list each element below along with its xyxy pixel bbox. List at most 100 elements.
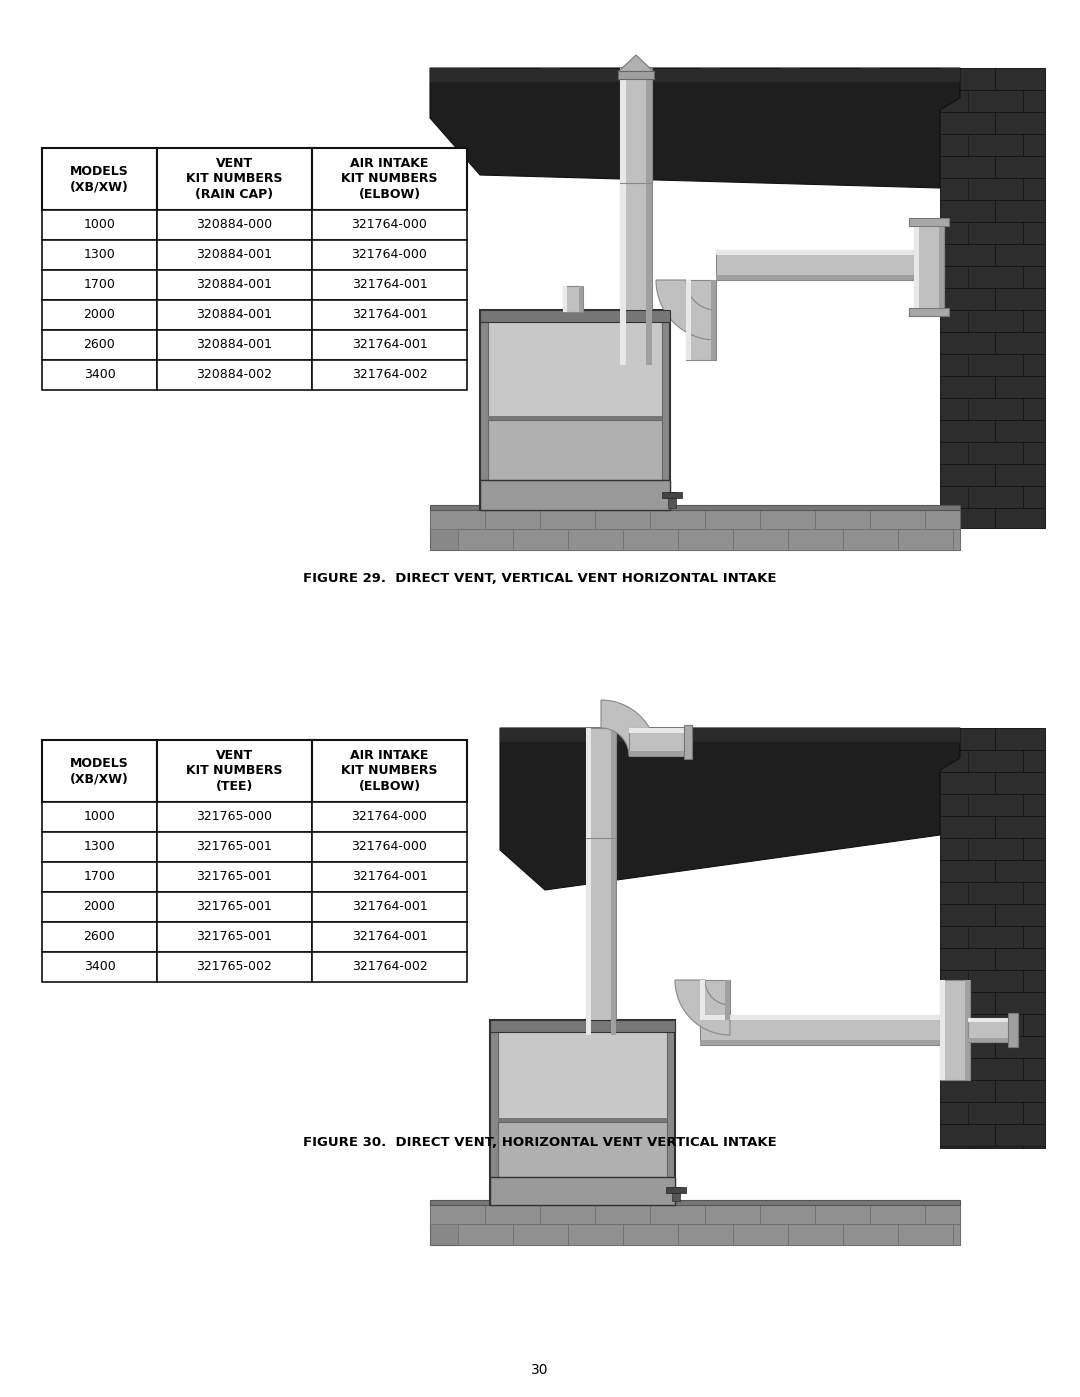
Bar: [968, 265, 1023, 288]
Bar: [725, 981, 730, 1020]
Bar: [716, 250, 944, 279]
Bar: [563, 286, 567, 312]
Text: 320884-001: 320884-001: [197, 249, 272, 261]
Bar: [312, 802, 467, 833]
Bar: [1023, 793, 1045, 816]
Text: 1000: 1000: [83, 810, 116, 823]
Polygon shape: [656, 279, 716, 339]
Bar: [995, 728, 1045, 750]
Bar: [1023, 750, 1045, 773]
Bar: [563, 286, 583, 312]
Bar: [157, 148, 312, 210]
Bar: [953, 529, 960, 550]
Bar: [1023, 441, 1045, 464]
Text: 320884-001: 320884-001: [197, 309, 272, 321]
Bar: [430, 504, 960, 510]
Bar: [968, 1014, 1023, 1037]
Text: 1700: 1700: [83, 870, 116, 883]
Text: 321764-001: 321764-001: [352, 338, 428, 352]
Bar: [705, 1203, 760, 1224]
Text: MODELS
(XB/XW): MODELS (XB/XW): [70, 757, 129, 785]
Bar: [940, 509, 995, 528]
Bar: [669, 492, 676, 509]
Bar: [968, 970, 1023, 992]
Bar: [968, 1146, 1023, 1148]
Bar: [485, 1203, 540, 1224]
Bar: [760, 509, 815, 529]
Bar: [940, 861, 995, 882]
Bar: [629, 728, 684, 733]
Bar: [995, 288, 1045, 310]
Bar: [940, 68, 1045, 528]
Text: AIR INTAKE
KIT NUMBERS
(ELBOW): AIR INTAKE KIT NUMBERS (ELBOW): [341, 749, 437, 793]
Bar: [458, 529, 513, 550]
Bar: [430, 509, 485, 529]
Bar: [485, 509, 540, 529]
Text: 321764-001: 321764-001: [352, 901, 428, 914]
Bar: [540, 1203, 595, 1224]
Text: AIR INTAKE
KIT NUMBERS
(ELBOW): AIR INTAKE KIT NUMBERS (ELBOW): [341, 156, 437, 201]
Bar: [995, 861, 1045, 882]
Bar: [940, 882, 995, 904]
Bar: [995, 200, 1045, 222]
Bar: [760, 1203, 815, 1224]
Bar: [995, 156, 1045, 177]
Text: 321764-001: 321764-001: [352, 870, 428, 883]
Text: 1300: 1300: [83, 841, 116, 854]
Bar: [968, 1058, 1023, 1080]
Bar: [940, 441, 995, 464]
Bar: [312, 862, 467, 893]
Bar: [540, 509, 595, 529]
Bar: [595, 509, 650, 529]
Text: 321764-000: 321764-000: [352, 810, 428, 823]
Text: 321764-000: 321764-000: [352, 249, 428, 261]
Bar: [490, 1020, 675, 1032]
Bar: [995, 68, 1045, 89]
Bar: [157, 893, 312, 922]
Bar: [684, 725, 692, 759]
Text: 1000: 1000: [83, 218, 116, 232]
Bar: [716, 275, 944, 279]
Bar: [312, 270, 467, 300]
Polygon shape: [430, 68, 960, 189]
Bar: [870, 1203, 924, 1224]
Bar: [940, 838, 995, 861]
Bar: [1023, 177, 1045, 200]
Bar: [42, 270, 157, 300]
Bar: [968, 793, 1023, 816]
Bar: [995, 904, 1045, 926]
Text: VENT
KIT NUMBERS
(TEE): VENT KIT NUMBERS (TEE): [186, 749, 283, 793]
Bar: [995, 992, 1045, 1014]
Bar: [480, 310, 670, 510]
Text: 321764-001: 321764-001: [352, 278, 428, 292]
Bar: [700, 1016, 942, 1020]
Bar: [622, 529, 677, 550]
Bar: [620, 175, 652, 365]
Bar: [488, 416, 662, 420]
Bar: [870, 509, 924, 529]
Bar: [677, 1224, 732, 1245]
Bar: [157, 360, 312, 390]
Bar: [940, 926, 995, 949]
Bar: [940, 177, 995, 200]
Bar: [940, 244, 995, 265]
Text: 2600: 2600: [83, 930, 116, 943]
Bar: [968, 486, 1023, 509]
Bar: [610, 728, 616, 838]
Bar: [968, 1038, 1010, 1042]
Bar: [940, 904, 995, 926]
Bar: [924, 1203, 960, 1224]
Bar: [1023, 310, 1045, 332]
Bar: [686, 279, 716, 360]
Bar: [940, 1125, 995, 1146]
Text: 321765-002: 321765-002: [197, 961, 272, 974]
Bar: [700, 981, 705, 1020]
Bar: [732, 529, 787, 550]
Bar: [157, 922, 312, 951]
Bar: [157, 210, 312, 240]
Bar: [312, 360, 467, 390]
Bar: [620, 68, 625, 183]
Bar: [968, 750, 1023, 773]
Bar: [586, 728, 592, 838]
Bar: [995, 1037, 1045, 1058]
